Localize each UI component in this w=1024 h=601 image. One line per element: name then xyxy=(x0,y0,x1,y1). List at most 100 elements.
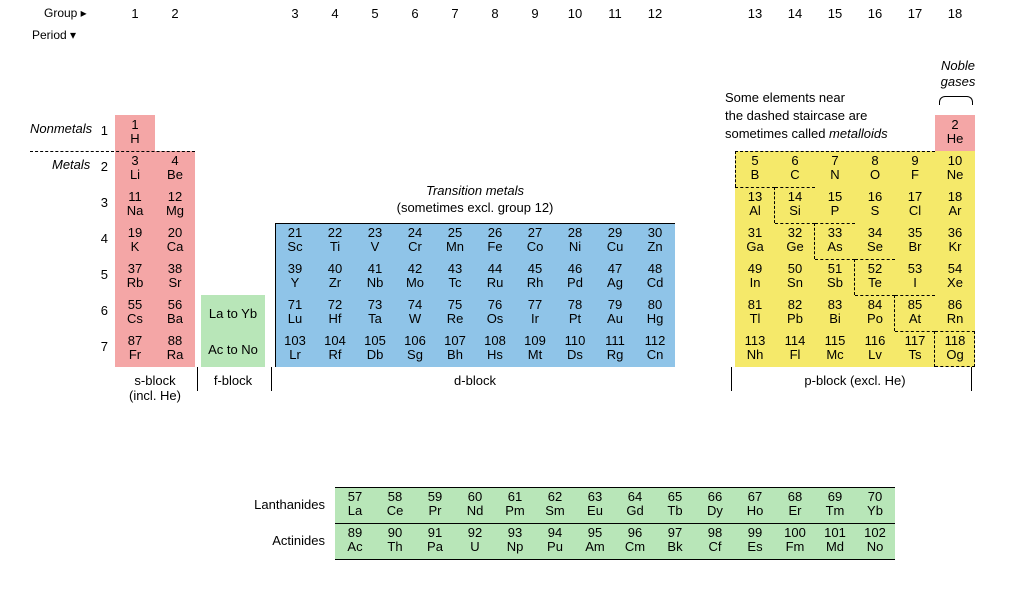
element-Sr: 38Sr xyxy=(155,259,195,295)
element-Rn: 86Rn xyxy=(935,295,975,331)
element-Mg: 12Mg xyxy=(155,187,195,223)
nonmetals-label: Nonmetals xyxy=(30,121,92,136)
period-row-6: 6 xyxy=(88,303,108,318)
noble-label-1: Noble xyxy=(933,58,983,73)
element-Au: 79Au xyxy=(595,295,635,331)
element-O: 8O xyxy=(855,151,895,187)
element-P: 15P xyxy=(815,187,855,223)
group-col-1: 1 xyxy=(115,6,155,21)
element-Br: 35Br xyxy=(895,223,935,259)
element-Sm: 62Sm xyxy=(535,487,575,523)
element-Yb: 70Yb xyxy=(855,487,895,523)
block-sep-2 xyxy=(731,367,732,391)
element-Xe: 54Xe xyxy=(935,259,975,295)
group-col-7: 7 xyxy=(435,6,475,21)
metalloid-note-3: sometimes called metalloids xyxy=(725,126,888,141)
staircase-seg-10 xyxy=(935,331,975,367)
element-Pt: 78Pt xyxy=(555,295,595,331)
group-col-18: 18 xyxy=(935,6,975,21)
element-Na: 11Na xyxy=(115,187,155,223)
group-header: Group ▸ xyxy=(44,6,87,20)
group-col-5: 5 xyxy=(355,6,395,21)
element-Cr: 24Cr xyxy=(395,223,435,259)
f-block-label: f-block xyxy=(201,373,265,388)
element-Ta: 73Ta xyxy=(355,295,395,331)
element-Lr: 103Lr xyxy=(275,331,315,367)
element-Md: 101Md xyxy=(815,523,855,559)
element-Ar: 18Ar xyxy=(935,187,975,223)
s-block-label: s-block(incl. He) xyxy=(115,373,195,403)
element-Ru: 44Ru xyxy=(475,259,515,295)
element-N: 7N xyxy=(815,151,855,187)
element-Mn: 25Mn xyxy=(435,223,475,259)
element-Ba: 56Ba xyxy=(155,295,195,331)
element-Mt: 109Mt xyxy=(515,331,555,367)
group-col-11: 11 xyxy=(595,6,635,21)
element-Ne: 10Ne xyxy=(935,151,975,187)
element-Bk: 97Bk xyxy=(655,523,695,559)
staircase-seg-4 xyxy=(815,223,855,259)
element-Pm: 61Pm xyxy=(495,487,535,523)
p-block-label: p-block (excl. He) xyxy=(735,373,975,388)
block-sep-1 xyxy=(271,367,272,391)
lan-top-border xyxy=(335,487,895,488)
period-row-5: 5 xyxy=(88,267,108,282)
element-W: 74W xyxy=(395,295,435,331)
period-row-3: 3 xyxy=(88,195,108,210)
element-Cd: 48Cd xyxy=(635,259,675,295)
element-Er: 68Er xyxy=(775,487,815,523)
element-Ag: 47Ag xyxy=(595,259,635,295)
staircase-seg-6 xyxy=(855,259,895,295)
group-col-4: 4 xyxy=(315,6,355,21)
nonmetal-metal-dash xyxy=(30,151,195,152)
element-In: 49In xyxy=(735,259,775,295)
group-col-16: 16 xyxy=(855,6,895,21)
element-Np: 93Np xyxy=(495,523,535,559)
staircase-seg-5 xyxy=(815,259,855,295)
element-Fl: 114Fl xyxy=(775,331,815,367)
element-Hf: 72Hf xyxy=(315,295,355,331)
element-Tm: 69Tm xyxy=(815,487,855,523)
element-C: 6C xyxy=(775,151,815,187)
element-Sn: 50Sn xyxy=(775,259,815,295)
group-col-13: 13 xyxy=(735,6,775,21)
element-Cf: 98Cf xyxy=(695,523,735,559)
element-Nd: 60Nd xyxy=(455,487,495,523)
element-He: 2He xyxy=(935,115,975,151)
period-row-4: 4 xyxy=(88,231,108,246)
element-Sg: 106Sg xyxy=(395,331,435,367)
element-Ce: 58Ce xyxy=(375,487,415,523)
element-Mc: 115Mc xyxy=(815,331,855,367)
staircase-seg-0 xyxy=(735,151,775,187)
element-Fe: 26Fe xyxy=(475,223,515,259)
noble-bracket xyxy=(939,96,973,105)
group-col-2: 2 xyxy=(155,6,195,21)
d-block-label: d-block xyxy=(275,373,675,388)
element-Pd: 46Pd xyxy=(555,259,595,295)
element-Zn: 30Zn xyxy=(635,223,675,259)
staircase-seg-8 xyxy=(895,295,935,331)
element-Es: 99Es xyxy=(735,523,775,559)
element-Bh: 107Bh xyxy=(435,331,475,367)
element-F: 9F xyxy=(895,151,935,187)
group-col-8: 8 xyxy=(475,6,515,21)
element-No: 102No xyxy=(855,523,895,559)
act-bot-border xyxy=(335,559,895,560)
element-Hg: 80Hg xyxy=(635,295,675,331)
element-Ho: 67Ho xyxy=(735,487,775,523)
p-block-top-dash xyxy=(735,151,935,152)
staircase-seg-1 xyxy=(735,187,775,223)
element-Am: 95Am xyxy=(575,523,615,559)
lanthanides-label: Lanthanides xyxy=(225,497,325,512)
element-Pr: 59Pr xyxy=(415,487,455,523)
element-Bi: 83Bi xyxy=(815,295,855,331)
block-sep-0 xyxy=(197,367,198,391)
element-Db: 105Db xyxy=(355,331,395,367)
element-Rg: 111Rg xyxy=(595,331,635,367)
group-col-9: 9 xyxy=(515,6,555,21)
group-col-12: 12 xyxy=(635,6,675,21)
element-Pu: 94Pu xyxy=(535,523,575,559)
staircase-seg-7 xyxy=(855,295,895,331)
element-Mo: 42Mo xyxy=(395,259,435,295)
element-S: 16S xyxy=(855,187,895,223)
